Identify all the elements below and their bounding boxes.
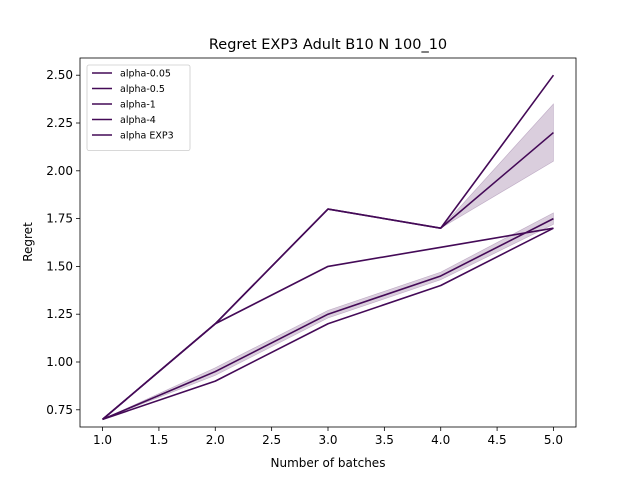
x-tick-label: 5.0 (544, 433, 563, 447)
series-line-5 (102, 227, 554, 421)
y-tick-label: 1.00 (46, 355, 73, 369)
y-axis-title: Regret (21, 222, 35, 262)
x-tick-label: 1.5 (149, 433, 168, 447)
y-tick-label: 0.75 (46, 403, 73, 417)
legend-label: alpha-1 (120, 100, 156, 111)
y-tick-label: 2.00 (46, 164, 73, 178)
legend-label: alpha-0.5 (120, 84, 165, 95)
y-tick-label: 1.50 (46, 259, 73, 273)
x-tick-label: 1.0 (93, 433, 112, 447)
y-tick-label: 2.50 (46, 68, 73, 82)
y-tick-label: 1.25 (46, 307, 73, 321)
legend-box (86, 64, 191, 151)
y-tick-label: 2.25 (46, 116, 73, 130)
legend-label: alpha EXP3 (120, 131, 174, 142)
x-tick-label: 3.5 (375, 433, 394, 447)
x-axis-title: Number of batches (271, 456, 386, 470)
legend-label: alpha-4 (120, 115, 156, 126)
series-line-4 (102, 217, 554, 421)
x-tick-label: 2.5 (262, 433, 281, 447)
legend: alpha-0.05 alpha-0.5 alpha-1 alpha-4 alpha E… (86, 64, 191, 151)
legend-label: alpha-0.05 (120, 69, 171, 80)
y-tick-label: 1.75 (46, 212, 73, 226)
chart-title: Regret EXP3 Adult B10 N 100_10 (209, 37, 447, 53)
series-lines (102, 74, 555, 421)
x-tick-label: 2.0 (206, 433, 225, 447)
series-line-3 (102, 227, 554, 420)
x-tick-label: 4.5 (488, 433, 507, 447)
x-axis-ticks: 1.0 1.5 2.0 2.5 3.0 3.5 4.0 4.5 5.0 (93, 427, 563, 447)
x-tick-label: 4.0 (431, 433, 450, 447)
x-tick-label: 3.0 (318, 433, 337, 447)
y-axis-ticks: 0.75 1.00 1.25 1.50 1.75 2.00 2.25 2.50 (46, 68, 80, 417)
